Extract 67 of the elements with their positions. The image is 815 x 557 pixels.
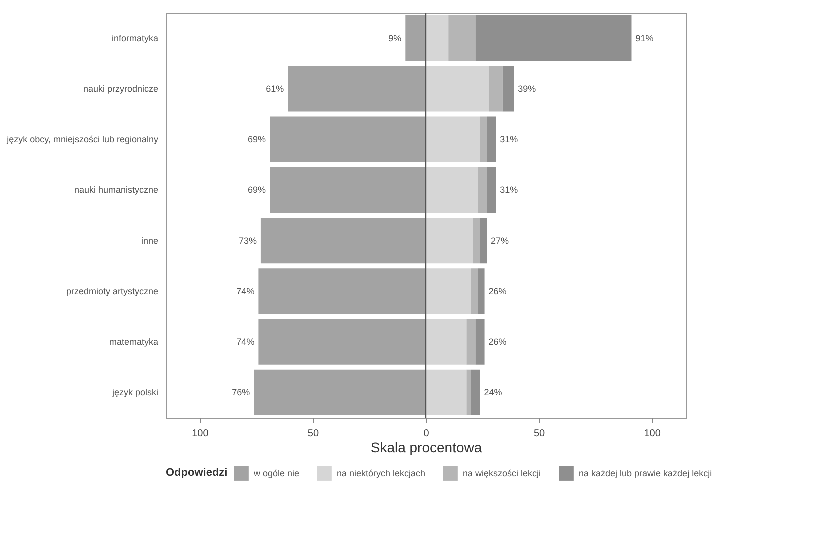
annotation: 26%	[488, 337, 507, 348]
annotation: 31%	[500, 134, 518, 145]
bar	[426, 16, 449, 62]
bar	[487, 116, 496, 162]
y-tick-label: język polski	[111, 388, 158, 398]
bar	[270, 116, 426, 162]
legend-label: w ogóle nie	[253, 468, 300, 479]
bar	[426, 268, 472, 314]
annotation: 61%	[266, 84, 284, 94]
bar	[426, 116, 480, 162]
y-tick-label: informatyka	[112, 33, 158, 44]
bar	[258, 268, 426, 314]
bar	[471, 268, 478, 314]
bar	[480, 116, 488, 162]
bar	[426, 218, 474, 264]
bar	[476, 16, 632, 62]
annotation: 73%	[238, 236, 257, 246]
bar	[466, 370, 472, 416]
annotation: 74%	[236, 337, 255, 348]
annotation: 27%	[491, 236, 510, 246]
annotation: 91%	[636, 33, 654, 44]
x-tick-label: 100	[644, 428, 662, 440]
bar	[288, 66, 426, 112]
bar	[489, 66, 503, 112]
bar	[471, 370, 480, 416]
annotation: 9%	[388, 33, 402, 44]
x-tick-label: 0	[424, 428, 430, 440]
y-tick-label: język obcy, mniejszości lub regionalny	[6, 134, 159, 145]
bar	[448, 16, 476, 62]
bar	[254, 370, 426, 416]
y-tick-label: nauki przyrodnicze	[83, 84, 158, 94]
annotation: 74%	[236, 286, 255, 296]
x-tick-label: 100	[192, 428, 210, 440]
y-tick-label: inne	[141, 236, 158, 246]
bar	[258, 319, 426, 365]
legend-label: na większości lekcji	[463, 468, 542, 479]
bar	[270, 167, 426, 213]
bar	[426, 319, 467, 365]
bar	[406, 16, 426, 62]
legend-label: na każdej lub prawie każdej lekcji	[579, 468, 712, 479]
annotation: 26%	[488, 286, 507, 296]
x-tick-label: 50	[308, 428, 320, 440]
bar	[476, 319, 485, 365]
y-tick-label: przedmioty artystyczne	[66, 286, 158, 296]
bar	[478, 268, 485, 314]
bar	[480, 218, 488, 264]
bar	[487, 167, 496, 213]
bar	[426, 66, 490, 112]
bar	[473, 218, 480, 264]
bar	[502, 66, 514, 112]
annotation: 39%	[518, 84, 536, 94]
annotation: 69%	[248, 134, 266, 145]
annotation: 69%	[248, 185, 266, 196]
legend-title: Odpowiedzi	[166, 467, 228, 479]
x-axis-title: Skala procentowa	[370, 440, 482, 456]
bar	[260, 218, 426, 264]
y-tick-label: matematyka	[109, 337, 158, 348]
annotation: 31%	[500, 185, 518, 196]
bar	[478, 167, 488, 213]
bar	[466, 319, 476, 365]
annotation: 24%	[484, 388, 502, 398]
bar	[426, 167, 478, 213]
x-tick-label: 50	[534, 428, 546, 440]
bar	[426, 370, 467, 416]
y-tick-label: nauki humanistyczne	[74, 185, 158, 196]
annotation: 76%	[232, 388, 250, 398]
legend-label: na niektórych lekcjach	[337, 468, 426, 479]
